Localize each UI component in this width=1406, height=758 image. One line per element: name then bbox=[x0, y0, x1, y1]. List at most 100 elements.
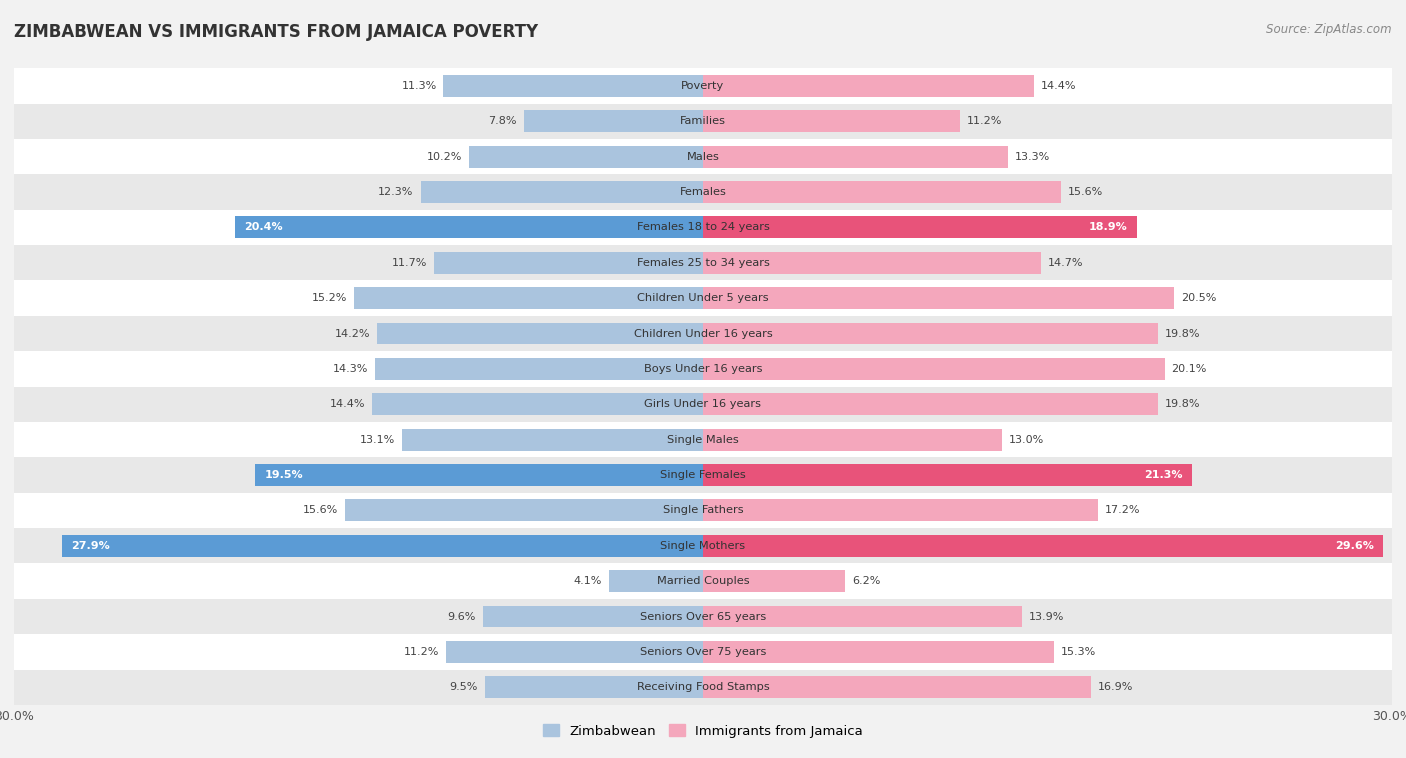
Text: 29.6%: 29.6% bbox=[1334, 540, 1374, 551]
Text: 16.9%: 16.9% bbox=[1098, 682, 1133, 692]
Text: 9.6%: 9.6% bbox=[447, 612, 475, 622]
Text: Girls Under 16 years: Girls Under 16 years bbox=[644, 399, 762, 409]
Text: Single Males: Single Males bbox=[666, 434, 740, 445]
Text: 10.2%: 10.2% bbox=[426, 152, 461, 161]
Bar bbox=[14, 457, 1392, 493]
Text: ZIMBABWEAN VS IMMIGRANTS FROM JAMAICA POVERTY: ZIMBABWEAN VS IMMIGRANTS FROM JAMAICA PO… bbox=[14, 23, 538, 41]
Bar bbox=[703, 111, 960, 132]
Text: 15.6%: 15.6% bbox=[302, 506, 337, 515]
Text: 27.9%: 27.9% bbox=[72, 540, 110, 551]
Text: 20.1%: 20.1% bbox=[1171, 364, 1206, 374]
Text: 13.0%: 13.0% bbox=[1008, 434, 1043, 445]
Text: 6.2%: 6.2% bbox=[852, 576, 880, 586]
Bar bbox=[14, 139, 1392, 174]
Legend: Zimbabwean, Immigrants from Jamaica: Zimbabwean, Immigrants from Jamaica bbox=[537, 719, 869, 743]
Bar bbox=[14, 669, 1392, 705]
Text: 15.3%: 15.3% bbox=[1062, 647, 1097, 657]
Bar bbox=[14, 210, 1392, 245]
Bar bbox=[14, 599, 1392, 634]
Text: 13.1%: 13.1% bbox=[360, 434, 395, 445]
Text: Single Mothers: Single Mothers bbox=[661, 540, 745, 551]
Text: Children Under 16 years: Children Under 16 years bbox=[634, 328, 772, 339]
Text: Married Couples: Married Couples bbox=[657, 576, 749, 586]
Text: 15.6%: 15.6% bbox=[1069, 187, 1104, 197]
Bar bbox=[14, 634, 1392, 669]
Bar bbox=[703, 500, 1098, 522]
Bar bbox=[703, 570, 845, 592]
Bar bbox=[14, 174, 1392, 210]
Bar bbox=[703, 606, 1022, 628]
Bar bbox=[235, 217, 703, 238]
Bar bbox=[62, 535, 703, 556]
Bar bbox=[703, 146, 1008, 168]
Text: Females 18 to 24 years: Females 18 to 24 years bbox=[637, 222, 769, 233]
Bar bbox=[703, 676, 1091, 698]
Text: Children Under 5 years: Children Under 5 years bbox=[637, 293, 769, 303]
Text: 4.1%: 4.1% bbox=[574, 576, 602, 586]
Bar bbox=[703, 252, 1040, 274]
Bar bbox=[14, 563, 1392, 599]
Text: 9.5%: 9.5% bbox=[450, 682, 478, 692]
Text: Boys Under 16 years: Boys Under 16 years bbox=[644, 364, 762, 374]
Bar bbox=[14, 316, 1392, 351]
Text: Single Fathers: Single Fathers bbox=[662, 506, 744, 515]
Text: 13.3%: 13.3% bbox=[1015, 152, 1050, 161]
Text: 17.2%: 17.2% bbox=[1105, 506, 1140, 515]
Text: Families: Families bbox=[681, 116, 725, 127]
Text: 14.4%: 14.4% bbox=[330, 399, 366, 409]
Bar bbox=[14, 493, 1392, 528]
Text: 13.9%: 13.9% bbox=[1029, 612, 1064, 622]
Bar bbox=[703, 75, 1033, 97]
Bar bbox=[402, 429, 703, 450]
Bar bbox=[485, 676, 703, 698]
Text: 11.7%: 11.7% bbox=[392, 258, 427, 268]
Text: Receiving Food Stamps: Receiving Food Stamps bbox=[637, 682, 769, 692]
Bar bbox=[609, 570, 703, 592]
Bar bbox=[443, 75, 703, 97]
Text: 20.5%: 20.5% bbox=[1181, 293, 1216, 303]
Bar bbox=[14, 245, 1392, 280]
Bar bbox=[377, 323, 703, 344]
Bar bbox=[14, 528, 1392, 563]
Text: 11.3%: 11.3% bbox=[401, 81, 437, 91]
Text: 15.2%: 15.2% bbox=[312, 293, 347, 303]
Text: Source: ZipAtlas.com: Source: ZipAtlas.com bbox=[1267, 23, 1392, 36]
Bar bbox=[14, 387, 1392, 422]
Bar bbox=[256, 464, 703, 486]
Text: 19.5%: 19.5% bbox=[264, 470, 304, 480]
Text: 20.4%: 20.4% bbox=[243, 222, 283, 233]
Bar bbox=[703, 217, 1137, 238]
Bar bbox=[703, 535, 1382, 556]
Bar bbox=[446, 641, 703, 662]
Text: 18.9%: 18.9% bbox=[1090, 222, 1128, 233]
Text: 14.2%: 14.2% bbox=[335, 328, 370, 339]
Text: Single Females: Single Females bbox=[661, 470, 745, 480]
Bar bbox=[14, 104, 1392, 139]
Bar bbox=[14, 351, 1392, 387]
Text: Seniors Over 75 years: Seniors Over 75 years bbox=[640, 647, 766, 657]
Text: Poverty: Poverty bbox=[682, 81, 724, 91]
Bar bbox=[468, 146, 703, 168]
Bar bbox=[354, 287, 703, 309]
Text: Females 25 to 34 years: Females 25 to 34 years bbox=[637, 258, 769, 268]
Bar bbox=[14, 422, 1392, 457]
Text: Males: Males bbox=[686, 152, 720, 161]
Bar bbox=[434, 252, 703, 274]
Text: 19.8%: 19.8% bbox=[1164, 328, 1201, 339]
Text: 21.3%: 21.3% bbox=[1144, 470, 1182, 480]
Text: 12.3%: 12.3% bbox=[378, 187, 413, 197]
Bar bbox=[703, 393, 1157, 415]
Text: 11.2%: 11.2% bbox=[404, 647, 439, 657]
Bar bbox=[703, 181, 1062, 203]
Text: 11.2%: 11.2% bbox=[967, 116, 1002, 127]
Bar bbox=[703, 464, 1192, 486]
Bar bbox=[482, 606, 703, 628]
Bar bbox=[703, 287, 1174, 309]
Bar bbox=[344, 500, 703, 522]
Text: 19.8%: 19.8% bbox=[1164, 399, 1201, 409]
Bar bbox=[14, 280, 1392, 316]
Bar bbox=[703, 641, 1054, 662]
Bar bbox=[374, 358, 703, 380]
Bar bbox=[703, 358, 1164, 380]
Bar bbox=[703, 429, 1001, 450]
